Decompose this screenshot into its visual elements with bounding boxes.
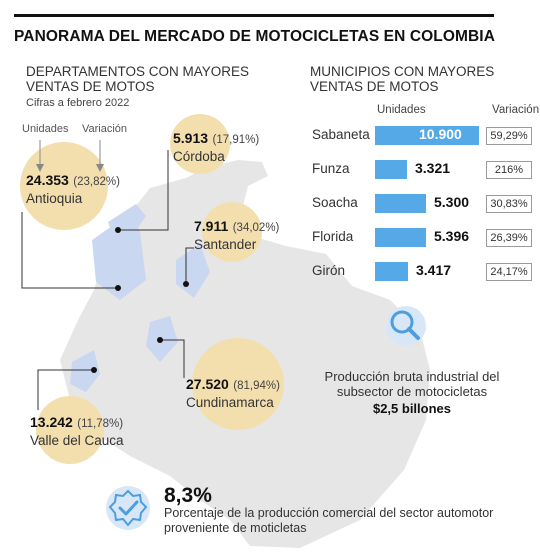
municipality-variation-label: 216% (486, 161, 532, 179)
municipality-units-label: 10.900 (419, 126, 462, 142)
dept-label-cundinamarca: 27.520 (81,94%) Cundinamarca (186, 376, 280, 412)
dept-label-antioquia: 24.353 (23,82%) Antioquia (26, 172, 120, 208)
legend-units-hint: Unidades (22, 123, 69, 135)
dept-variation-cordoba: (17,91%) (212, 134, 260, 146)
municipality-bar (375, 262, 408, 281)
bubble-santander (202, 202, 262, 262)
production-value: $2,5 billones (372, 401, 452, 416)
leader-cordoba (118, 150, 169, 231)
verified-badge-icon (106, 486, 150, 530)
municipality-name: Soacha (312, 195, 358, 210)
dept-name-antioquia: Antioquia (26, 191, 83, 206)
marker-cundinamarca (157, 337, 163, 343)
dept-name-cordoba: Córdoba (173, 149, 225, 164)
magnifier-icon (386, 306, 426, 346)
marker-antioquia (115, 285, 121, 291)
dept-units-cundinamarca: 27.520 (186, 376, 229, 392)
municipality-variation-label: 24,17% (486, 263, 532, 281)
municipality-bar (375, 194, 426, 213)
dept-name-santander: Santander (194, 237, 257, 252)
departments-title: DEPARTAMENTOS CON MAYORES VENTAS DE MOTO… (26, 64, 250, 94)
municipality-units-label: 5.396 (434, 228, 470, 244)
dept-variation-valle: (11,78%) (77, 418, 124, 430)
marker-valle (91, 367, 97, 373)
municipality-bar (375, 160, 407, 179)
municipality-name: Funza (312, 161, 350, 176)
hint-variation-arrowhead (96, 164, 104, 172)
leader-valle (37, 369, 94, 410)
municipality-bar (375, 228, 426, 247)
dept-units-santander: 7.911 (194, 218, 229, 234)
dept-name-cundinamarca: Cundinamarca (186, 395, 274, 410)
highlight-value: 8,3% (164, 484, 212, 507)
dept-name-valle: Valle del Cauca (30, 433, 124, 448)
dept-variation-santander: (34,02%) (232, 222, 280, 234)
bubble-cundinamarca (192, 338, 284, 430)
leader-cundinamarca (160, 339, 185, 378)
dept-label-valle: 13.242 (11,78%) Valle del Cauca (30, 414, 124, 450)
column-header-variation: Variación (492, 104, 540, 116)
column-header-units: Unidades (377, 104, 426, 116)
production-text: Producción bruta industrial del subsecto… (324, 369, 500, 399)
dept-units-cordoba: 5.913 (173, 130, 209, 146)
municipality-bar (375, 126, 479, 145)
municipality-name: Florida (312, 229, 354, 244)
page-title: PANORAMA DEL MERCADO DE MOTOCICLETAS EN … (14, 28, 495, 45)
dept-variation-antioquia: (23,82%) (73, 176, 120, 188)
municipality-units-label: 5.300 (434, 194, 470, 210)
region-valle (70, 350, 100, 392)
dept-label-cordoba: 5.913 (17,91%) Córdoba (173, 130, 259, 166)
legend-variation-hint: Variación (82, 123, 128, 135)
top-rule (14, 14, 494, 17)
municipality-units-label: 3.417 (416, 262, 452, 278)
dept-units-antioquia: 24.353 (26, 172, 69, 188)
departments-subtitle: Cifras a febrero 2022 (26, 97, 130, 109)
municipality-variation-label: 26,39% (486, 229, 532, 247)
marker-santander (183, 281, 189, 287)
marker-cordoba (115, 227, 121, 233)
municipality-variation-label: 59,29% (486, 127, 532, 145)
municipality-name: Girón (312, 263, 346, 278)
highlight-description: Porcentaje de la producción comercial de… (164, 506, 494, 535)
municipality-units-label: 3.321 (415, 160, 451, 176)
leader-santander (185, 247, 194, 284)
dept-label-santander: 7.911 (34,02%) Santander (194, 218, 279, 254)
bubble-valle (36, 396, 104, 464)
municipality-variation-label: 30,83% (486, 195, 532, 213)
dept-units-valle: 13.242 (30, 414, 73, 430)
bubble-cordoba (170, 114, 230, 174)
municipality-name: Sabaneta (312, 127, 370, 142)
hint-units-arrowhead (36, 164, 44, 172)
leader-antioquia (21, 212, 118, 289)
dept-variation-cundinamarca: (81,94%) (233, 380, 280, 392)
municipalities-title: MUNICIPIOS CON MAYORES VENTAS DE MOTOS (310, 64, 495, 94)
